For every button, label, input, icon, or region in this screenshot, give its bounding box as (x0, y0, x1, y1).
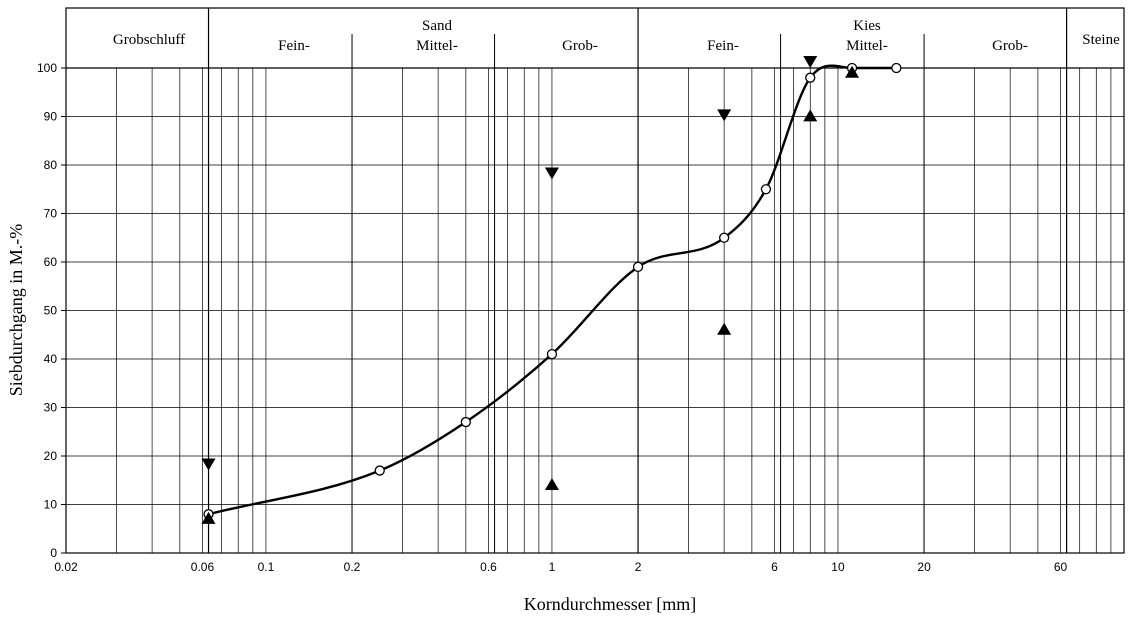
x-axis-label: Korndurchmesser [mm] (524, 594, 696, 614)
x-tick-label: 2 (635, 560, 642, 574)
band-label: Steine (1082, 32, 1120, 48)
x-tick-label: 6 (771, 560, 778, 574)
series-line (208, 64, 897, 516)
y-tick-label: 10 (44, 498, 58, 512)
data-point (546, 348, 558, 360)
series-layer (203, 62, 902, 520)
x-tick-label: 0.06 (191, 560, 215, 574)
y-tick-label: 50 (44, 304, 58, 318)
x-tick-label: 10 (831, 560, 845, 574)
x-tick-label: 0.6 (480, 560, 497, 574)
band-label: Mittel- (416, 38, 458, 54)
lower-limit-marker (717, 322, 732, 335)
grid (65, 7, 1125, 554)
band-label: Fein- (707, 38, 739, 54)
upper-limit-marker (803, 56, 818, 68)
soil-class-bands: Grobschluff Fein- Sand Mittel- Grob- Fein- Kie… (113, 18, 1120, 54)
y-tick-label: 20 (44, 449, 58, 463)
upper-limit-marker (201, 458, 216, 471)
band-label: Fein- (278, 38, 310, 54)
band-label: Grob- (992, 38, 1028, 54)
band-label: Mittel- (846, 38, 888, 54)
lower-limit-marker (201, 511, 216, 524)
x-tick-label: 0.1 (258, 560, 275, 574)
band-label: Sand (422, 18, 453, 34)
y-tick-label: 80 (44, 158, 58, 172)
y-tick-label: 30 (44, 401, 58, 415)
y-tick-label: 90 (44, 110, 58, 124)
band-label: Grob- (562, 38, 598, 54)
plot-frame (65, 7, 1125, 554)
y-tick-label: 70 (44, 207, 58, 221)
data-point (719, 232, 730, 243)
x-tick-labels: 0.02 0.06 0.1 0.2 0.6 1 2 6 10 20 60 (54, 560, 1067, 574)
x-tick-label: 20 (917, 560, 931, 574)
x-tick-label: 0.02 (54, 560, 78, 574)
y-tick-label: 40 (44, 352, 58, 366)
y-tick-label: 100 (37, 61, 57, 75)
data-point (374, 465, 385, 476)
data-point (460, 416, 471, 428)
x-tick-label: 60 (1054, 560, 1068, 574)
lower-limit-marker (544, 477, 559, 490)
y-tick-labels: 0 10 20 30 40 50 60 70 80 90 100 (37, 61, 66, 560)
upper-limit-marker (544, 167, 559, 180)
data-point (805, 72, 816, 83)
y-tick-label: 0 (50, 546, 57, 560)
y-axis-label: Siebdurchgang in M.-% (6, 224, 26, 396)
limit-markers (201, 56, 860, 524)
data-point (760, 184, 772, 195)
upper-limit-marker (717, 109, 732, 122)
x-tick-label: 0.2 (344, 560, 361, 574)
data-point (632, 261, 644, 273)
x-tick-label: 1 (549, 560, 556, 574)
lower-limit-marker (845, 65, 860, 78)
y-tick-label: 60 (44, 255, 58, 269)
band-label: Grobschluff (113, 32, 185, 48)
lower-limit-marker (803, 109, 818, 122)
data-point (891, 62, 902, 74)
band-label: Kies (853, 18, 881, 34)
